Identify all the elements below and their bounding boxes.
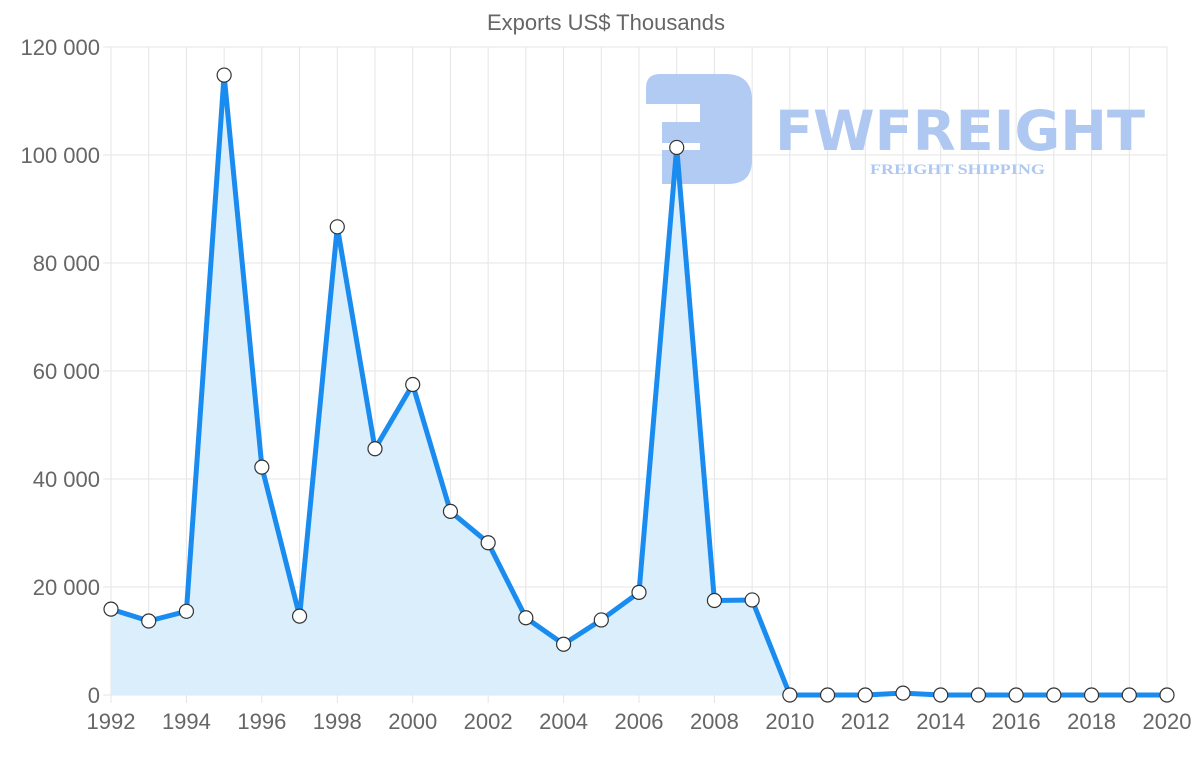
data-point: [405, 376, 421, 393]
x-tick-label: 1994: [162, 709, 211, 734]
x-tick-label: 2004: [539, 709, 588, 734]
data-point: [706, 592, 723, 609]
y-tick-label: 20 000: [33, 575, 100, 600]
data-point: [103, 601, 119, 617]
x-tick-label: 2016: [992, 709, 1041, 734]
data-point: [593, 612, 609, 628]
y-tick-label: 120 000: [20, 35, 100, 60]
data-point: [1159, 687, 1175, 703]
fwfreight-logo-icon: [646, 74, 752, 184]
data-point: [442, 503, 459, 519]
chart-title: Exports US$ Thousands: [487, 10, 725, 35]
y-tick-label: 40 000: [33, 467, 100, 492]
x-tick-label: 2014: [916, 709, 965, 734]
data-point: [178, 603, 195, 619]
data-point: [782, 687, 798, 703]
data-point: [480, 535, 496, 551]
area-fill: [111, 75, 1167, 696]
data-point: [291, 608, 308, 624]
fwfreight-watermark: FWFREIGHT FREIGHT SHIPPING: [646, 74, 1145, 184]
y-tick-label: 60 000: [33, 359, 100, 384]
x-tick-label: 2002: [464, 709, 513, 734]
x-tick-label: 2000: [388, 709, 437, 734]
data-point: [367, 441, 383, 457]
data-point: [555, 636, 572, 652]
x-tick-label: 2020: [1143, 709, 1192, 734]
data-point: [895, 685, 911, 701]
watermark-tagline: FREIGHT SHIPPING: [870, 162, 1045, 178]
data-point: [970, 687, 987, 703]
x-axis: 1992 1994 1996 1998 2000 2002 2004 2006 2008 2010…: [87, 709, 1192, 734]
watermark-brand: FWFREIGHT: [775, 99, 1145, 163]
data-point: [1121, 687, 1137, 703]
x-tick-label: 1992: [87, 709, 136, 734]
data-point: [669, 139, 685, 156]
x-tick-label: 2012: [841, 709, 890, 734]
data-point: [819, 687, 836, 703]
exports-series: [103, 67, 1175, 703]
data-point: [1046, 687, 1062, 703]
data-point: [1083, 687, 1100, 703]
data-point: [216, 67, 232, 83]
y-tick-label: 100 000: [20, 143, 100, 168]
x-tick-label: 1998: [313, 709, 362, 734]
x-tick-label: 2006: [615, 709, 664, 734]
data-point: [141, 613, 157, 629]
data-point: [631, 584, 647, 601]
data-point: [518, 610, 534, 626]
y-axis: 0 20 000 40 000 60 000 80 000 100 000 120 000: [20, 35, 100, 708]
data-point: [254, 459, 270, 475]
data-point: [1008, 687, 1024, 703]
y-tick-label: 0: [88, 683, 100, 708]
data-point: [933, 687, 949, 703]
x-tick-label: 1996: [237, 709, 286, 734]
x-tick-label: 2010: [765, 709, 814, 734]
y-tick-label: 80 000: [33, 251, 100, 276]
data-point: [857, 687, 873, 703]
data-point: [329, 219, 345, 235]
data-point: [744, 592, 760, 608]
x-tick-label: 2018: [1067, 709, 1116, 734]
x-tick-label: 2008: [690, 709, 739, 734]
